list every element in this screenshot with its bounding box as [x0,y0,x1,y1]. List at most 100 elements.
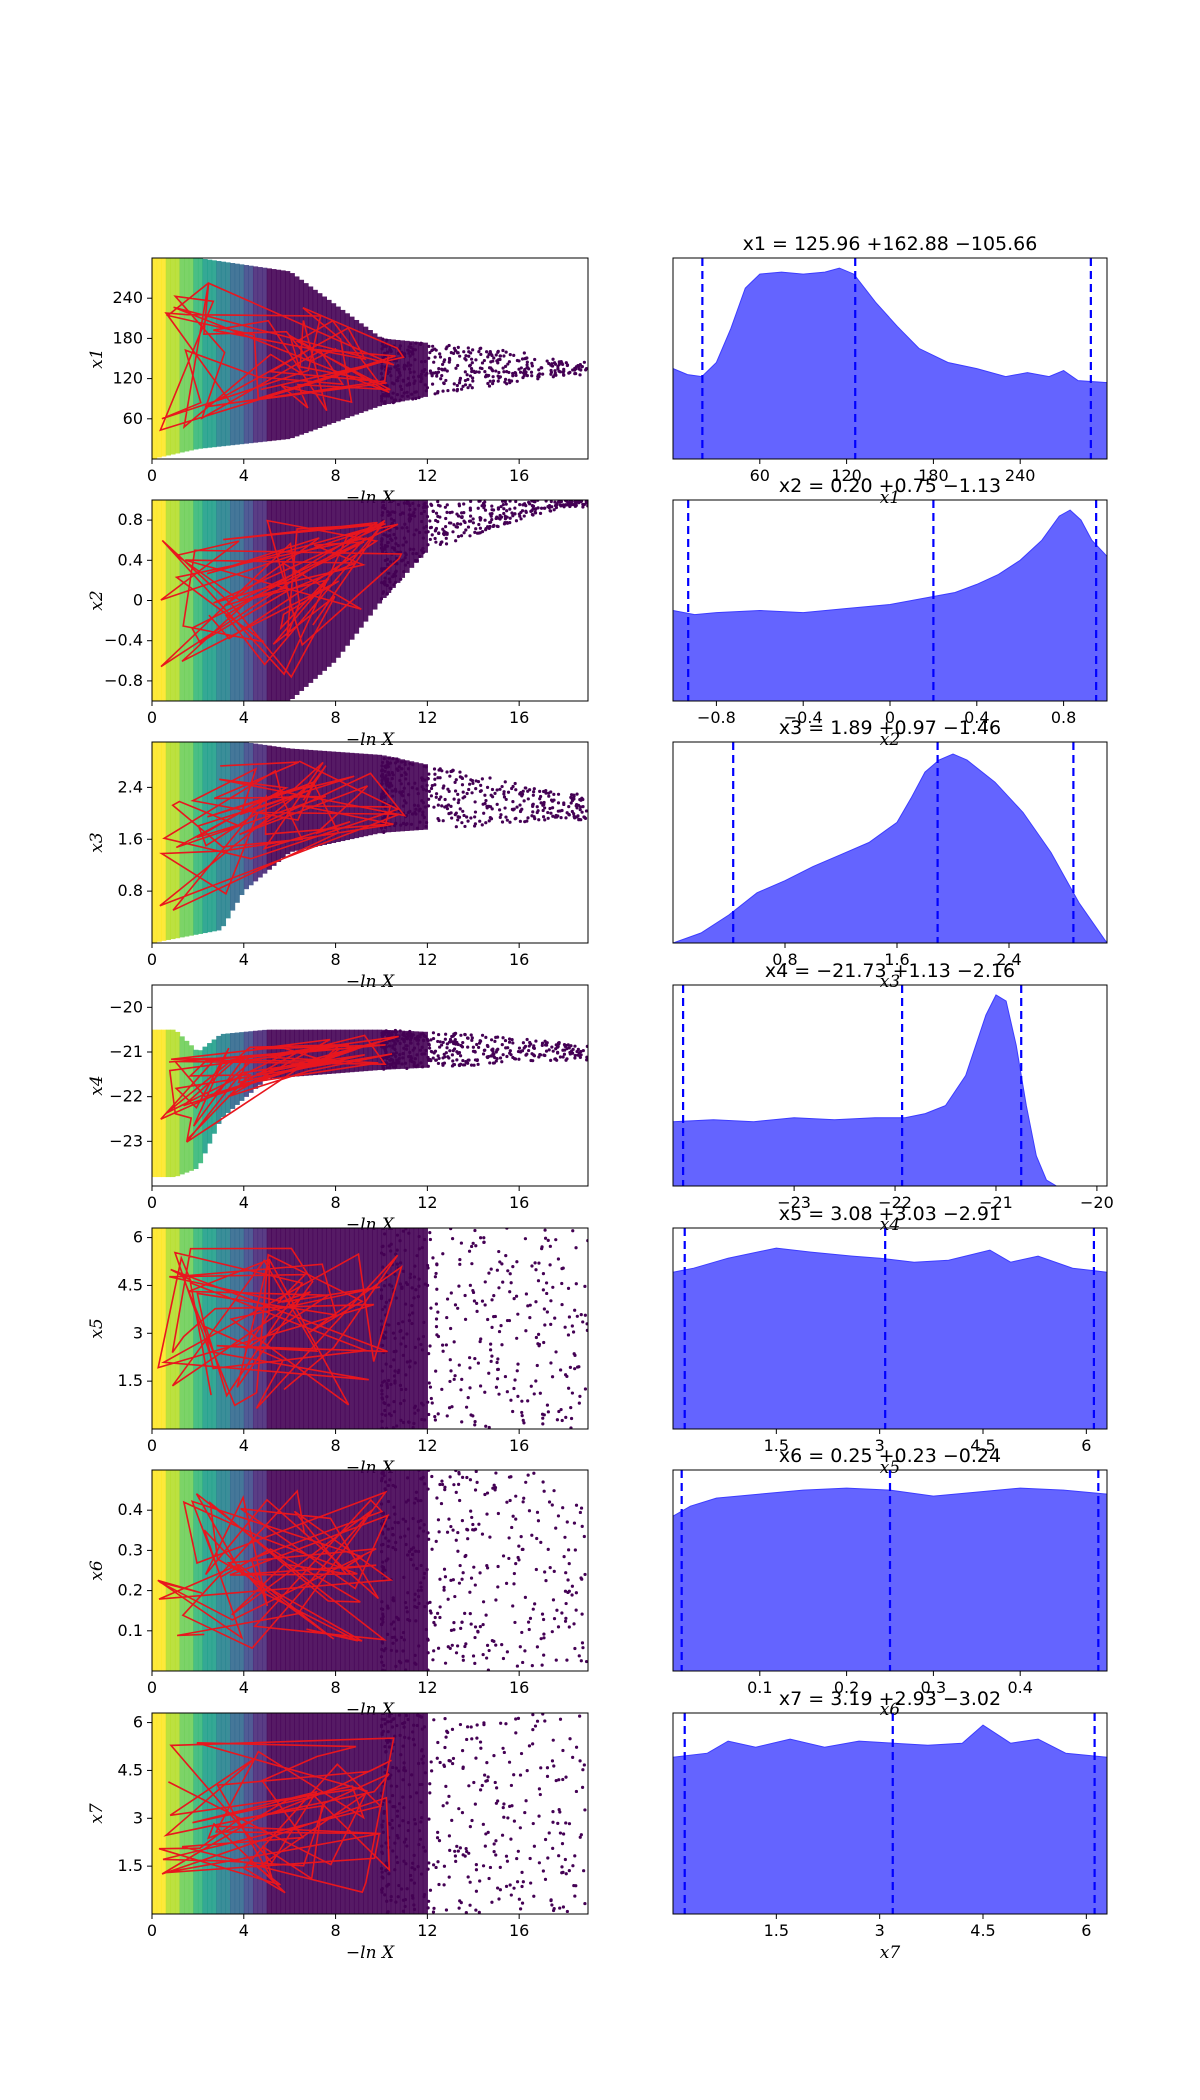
sample-point [481,1600,486,1604]
x-tick-label: 8 [330,466,340,485]
sample-point [406,767,411,771]
sample-point [429,525,434,530]
sample-point [392,532,396,537]
sample-point [543,1228,547,1232]
sample-point [570,1391,575,1395]
sample-point [406,1828,410,1833]
sample-point [401,1778,405,1782]
sample-point [531,1821,535,1826]
sample-point [384,1362,388,1366]
sample-point [393,548,397,552]
density-band [165,1470,171,1671]
sample-point [380,548,384,552]
sample-point [403,1534,407,1538]
sample-point [402,799,407,803]
sample-point [480,823,484,827]
sample-point [494,1801,498,1805]
sample-point [468,383,472,387]
sample-point [569,1426,573,1429]
sample-point [385,1382,389,1386]
sample-point [391,1546,395,1550]
sample-point [549,500,553,504]
sample-point [391,794,395,798]
sample-point [428,1791,432,1795]
sample-point [567,1548,571,1552]
sample-point [455,383,459,388]
sample-point [545,1041,549,1045]
density-band [193,1470,199,1671]
sample-point [385,760,390,764]
sample-point [554,1778,558,1783]
sample-point [380,545,384,550]
sample-point [394,359,399,363]
density-band [340,752,346,842]
y-tick-label: 180 [112,328,143,347]
sample-point [442,1567,447,1571]
sample-point [500,1262,504,1266]
sample-point [456,801,460,805]
sample-point [401,1353,405,1357]
sample-point [501,1554,506,1558]
sample-point [496,1886,500,1890]
sample-point [380,768,384,772]
sample-point [459,1626,463,1631]
sample-point [461,1040,465,1045]
sample-point [497,1897,501,1901]
sample-point [583,816,588,820]
sample-point [464,1060,468,1064]
sample-point [547,791,551,795]
x-tick-label: −22 [878,1193,912,1212]
sample-point [453,1038,457,1042]
sample-point [417,1601,421,1606]
sample-point [560,1842,565,1846]
sample-point [585,1044,588,1049]
sample-point [568,370,572,374]
sample-point [395,1814,400,1818]
sample-point [447,1759,451,1763]
posterior-title: x7 = 3.19 +2.93 −3.02 [779,1688,1001,1710]
sample-point [466,1537,470,1541]
sample-point [420,785,424,789]
sample-point [462,531,466,535]
density-band [390,1030,396,1070]
sample-point [380,537,384,541]
density-band [248,265,254,444]
panel-plot-area [673,258,1107,459]
sample-point [501,1053,505,1057]
sample-point [403,1248,407,1252]
sample-point [398,1733,402,1737]
sample-point [579,1313,583,1317]
sample-point [415,1723,419,1728]
sample-point [527,1044,531,1048]
sample-point [564,1601,568,1606]
sample-point [390,777,394,781]
sample-point [413,1822,418,1826]
sample-point [438,1615,442,1620]
density-band [413,762,419,831]
sample-point [392,398,396,402]
sample-point [426,1400,430,1404]
x-tick-label: 16 [509,1678,529,1697]
sample-point [408,354,412,358]
sample-point [384,1413,388,1417]
density-band [409,500,415,568]
sample-point [454,1490,458,1494]
sample-point [427,344,431,348]
sample-point [454,539,458,543]
sample-point [427,1861,431,1865]
sample-point [417,1761,421,1766]
sample-point [520,1630,524,1635]
sample-point [512,1571,516,1576]
sample-point [412,1817,417,1822]
sample-point [383,1770,387,1774]
sample-point [484,821,488,825]
sample-point [509,379,514,383]
sample-point [541,808,545,813]
sample-point [473,1228,477,1233]
sample-point [452,1063,457,1067]
x-tick-label: 1.5 [764,1436,789,1455]
sample-point [554,1350,558,1354]
sample-point [469,1725,473,1729]
sample-point [428,369,433,373]
